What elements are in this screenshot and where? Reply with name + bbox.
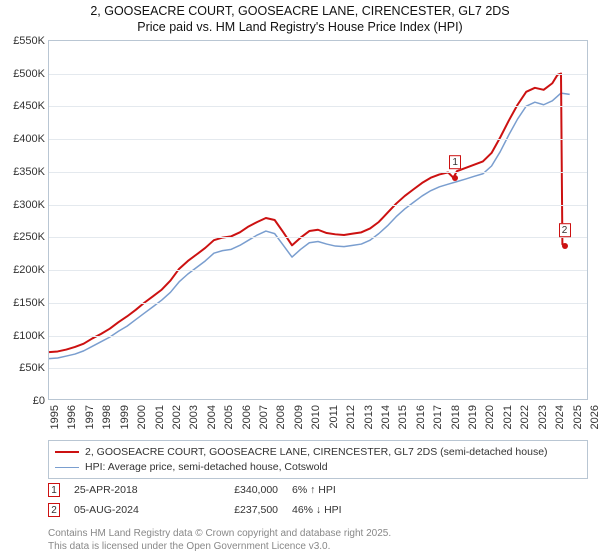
marker-box: 2 xyxy=(559,223,571,237)
xtick-label: 2018 xyxy=(450,405,462,429)
legend-label-hpi: HPI: Average price, semi-detached house,… xyxy=(85,460,328,475)
footer-line-2: This data is licensed under the Open Gov… xyxy=(48,541,391,554)
xtick-label: 2024 xyxy=(554,405,566,429)
xtick-label: 2022 xyxy=(519,405,531,429)
ytick-label: £550K xyxy=(13,35,49,47)
marker-badge-1: 1 xyxy=(48,483,60,497)
chart-lines-svg xyxy=(49,41,587,399)
xtick-label: 2017 xyxy=(432,405,444,429)
series-line-price-paid xyxy=(49,74,564,353)
gridline-h xyxy=(49,270,587,271)
xtick-label: 2009 xyxy=(293,405,305,429)
xtick-label: 1995 xyxy=(49,405,61,429)
xtick-label: 1996 xyxy=(66,405,78,429)
xtick-label: 2023 xyxy=(537,405,549,429)
ytick-label: £450K xyxy=(13,100,49,112)
xtick-label: 2010 xyxy=(310,405,322,429)
ytick-label: £100K xyxy=(13,330,49,342)
gridline-h xyxy=(49,401,587,402)
gridline-h xyxy=(49,205,587,206)
title-line-2: Price paid vs. HM Land Registry's House … xyxy=(0,20,600,36)
ytick-label: £350K xyxy=(13,166,49,178)
marker-row-2: 2 05-AUG-2024 £237,500 46% ↓ HPI xyxy=(48,500,392,520)
gridline-h xyxy=(49,303,587,304)
xtick-label: 2011 xyxy=(328,405,340,429)
gridline-h xyxy=(49,139,587,140)
gridline-h xyxy=(49,41,587,42)
gridline-h xyxy=(49,172,587,173)
gridline-h xyxy=(49,106,587,107)
footer-line-1: Contains HM Land Registry data © Crown c… xyxy=(48,528,391,541)
xtick-label: 2001 xyxy=(154,405,166,429)
gridline-h xyxy=(49,74,587,75)
xtick-label: 2016 xyxy=(415,405,427,429)
xtick-label: 2014 xyxy=(380,405,392,429)
xtick-label: 2013 xyxy=(363,405,375,429)
xtick-label: 2026 xyxy=(589,405,600,429)
marker-date-1: 25-APR-2018 xyxy=(74,484,184,496)
xtick-label: 2000 xyxy=(136,405,148,429)
xtick-label: 2007 xyxy=(258,405,270,429)
title-line-1: 2, GOOSEACRE COURT, GOOSEACRE LANE, CIRE… xyxy=(0,4,600,20)
chart-title: 2, GOOSEACRE COURT, GOOSEACRE LANE, CIRE… xyxy=(0,0,600,35)
marker-dot xyxy=(452,175,458,181)
ytick-label: £500K xyxy=(13,68,49,80)
ytick-label: £400K xyxy=(13,133,49,145)
ytick-label: £300K xyxy=(13,199,49,211)
gridline-h xyxy=(49,336,587,337)
xtick-label: 2002 xyxy=(171,405,183,429)
xtick-label: 1999 xyxy=(119,405,131,429)
marker-dot xyxy=(562,243,568,249)
xtick-label: 1997 xyxy=(84,405,96,429)
legend-swatch-price-paid xyxy=(55,451,79,453)
xtick-label: 2006 xyxy=(241,405,253,429)
marker-table: 1 25-APR-2018 £340,000 6% ↑ HPI 2 05-AUG… xyxy=(48,480,392,520)
xtick-label: 2005 xyxy=(223,405,235,429)
marker-badge-2: 2 xyxy=(48,503,60,517)
marker-pct-1: 6% ↑ HPI xyxy=(292,484,392,496)
ytick-label: £150K xyxy=(13,297,49,309)
xtick-label: 2003 xyxy=(188,405,200,429)
ytick-label: £250K xyxy=(13,231,49,243)
chart-plot-area: £0£50K£100K£150K£200K£250K£300K£350K£400… xyxy=(48,40,588,400)
gridline-h xyxy=(49,237,587,238)
xtick-label: 2020 xyxy=(484,405,496,429)
ytick-label: £200K xyxy=(13,264,49,276)
xtick-label: 2012 xyxy=(345,405,357,429)
xtick-label: 1998 xyxy=(101,405,113,429)
legend-row-price-paid: 2, GOOSEACRE COURT, GOOSEACRE LANE, CIRE… xyxy=(55,445,581,460)
ytick-label: £50K xyxy=(19,362,49,374)
marker-box: 1 xyxy=(449,156,461,170)
xtick-label: 2025 xyxy=(572,405,584,429)
legend-swatch-hpi xyxy=(55,467,79,468)
xtick-label: 2004 xyxy=(206,405,218,429)
marker-pct-2: 46% ↓ HPI xyxy=(292,504,392,516)
footer-attribution: Contains HM Land Registry data © Crown c… xyxy=(48,528,391,553)
xtick-label: 2021 xyxy=(502,405,514,429)
legend-row-hpi: HPI: Average price, semi-detached house,… xyxy=(55,460,581,475)
xtick-label: 2019 xyxy=(467,405,479,429)
marker-price-2: £237,500 xyxy=(198,504,278,516)
marker-row-1: 1 25-APR-2018 £340,000 6% ↑ HPI xyxy=(48,480,392,500)
legend-label-price-paid: 2, GOOSEACRE COURT, GOOSEACRE LANE, CIRE… xyxy=(85,445,548,460)
gridline-h xyxy=(49,368,587,369)
marker-date-2: 05-AUG-2024 xyxy=(74,504,184,516)
xtick-label: 2008 xyxy=(275,405,287,429)
series-line-hpi xyxy=(49,93,570,359)
xtick-label: 2015 xyxy=(397,405,409,429)
legend: 2, GOOSEACRE COURT, GOOSEACRE LANE, CIRE… xyxy=(48,440,588,479)
ytick-label: £0 xyxy=(33,395,49,407)
marker-price-1: £340,000 xyxy=(198,484,278,496)
